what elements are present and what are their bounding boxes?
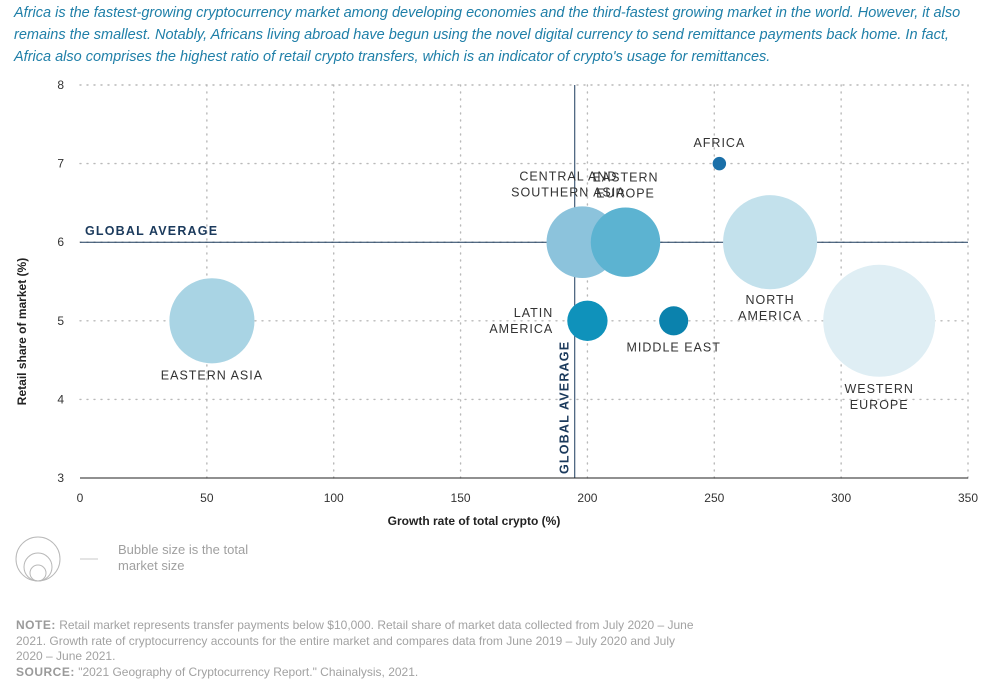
y-tick-label: 5 <box>57 314 64 328</box>
bubble-label: CENTRAL AND SOUTHERN ASIA <box>511 169 625 199</box>
y-tick-label: 7 <box>57 157 64 171</box>
bubble-size-legend-icon <box>15 536 98 582</box>
x-tick-label: 350 <box>958 491 978 505</box>
y-tick-label: 4 <box>57 392 64 406</box>
bubble-label-line: MIDDLE EAST <box>627 340 721 354</box>
bubble-label-line: EASTERN <box>592 170 658 184</box>
bubble-label: LATIN AMERICA <box>489 306 553 336</box>
global-average-vertical-label: GLOBAL AVERAGE <box>558 341 572 474</box>
bubble-chart: GLOBAL AVERAGE GLOBAL AVERAGE EASTERN ASI… <box>15 78 978 528</box>
x-tick-label: 250 <box>704 491 724 505</box>
bubble-label: NORTH AMERICA <box>738 293 802 323</box>
y-tick-label: 6 <box>57 235 64 249</box>
bubble-label-line: AFRICA <box>693 136 745 150</box>
bubble <box>712 156 727 171</box>
bubble <box>590 207 661 277</box>
y-tick-label: 8 <box>57 78 64 92</box>
bubble-label-line: EUROPE <box>850 398 909 412</box>
bubble-label-line: EUROPE <box>596 186 655 200</box>
y-axis-title: Retail share of market (%) <box>15 258 29 405</box>
x-tick-label: 0 <box>77 491 84 505</box>
bubble-label-line: EASTERN ASIA <box>161 368 263 382</box>
bubble-label-line: AMERICA <box>738 309 802 323</box>
bubble-label-line: AMERICA <box>489 322 553 336</box>
bubble <box>823 264 936 377</box>
bubble <box>723 195 818 290</box>
source-text: "2021 Geography of Cryptocurrency Report… <box>78 664 419 679</box>
bubble-label-line: WESTERN <box>844 382 914 396</box>
bubble <box>567 300 608 341</box>
note-block: NOTE: Retail market represents transfer … <box>16 618 696 680</box>
x-tick-label: 200 <box>577 491 597 505</box>
bubble-label-line: SOUTHERN ASIA <box>511 185 625 199</box>
bubble-series <box>169 156 936 377</box>
bubble-label-line: LATIN <box>514 306 554 320</box>
bubble-label: MIDDLE EAST <box>627 340 721 354</box>
source-label: SOURCE: <box>16 664 75 679</box>
bubble <box>659 306 689 336</box>
bubble-label-line: NORTH <box>745 293 794 307</box>
bubble-size-legend-text: Bubble size is the total market size <box>118 542 249 573</box>
bubble-label: EASTERN EUROPE <box>592 170 658 200</box>
reference-lines: GLOBAL AVERAGE GLOBAL AVERAGE <box>80 85 968 478</box>
chart-axes: 0 50 100 150 200 250 300 350 3 4 5 6 7 8 Growth rate o… <box>15 78 978 528</box>
bubble-label-line: CENTRAL AND <box>519 169 617 183</box>
bubble-label: AFRICA <box>693 136 745 150</box>
bubble <box>169 278 255 364</box>
bubble-label: EASTERN ASIA <box>161 368 263 382</box>
intro-paragraph: Africa is the fastest-growing cryptocurr… <box>14 5 961 65</box>
bubble-labels: EASTERN ASIA CENTRAL AND SOUTHERN ASIAEAST… <box>161 136 914 412</box>
note-label: NOTE: <box>16 618 56 632</box>
x-tick-label: 300 <box>831 491 851 505</box>
note-text: Retail market represents transfer paymen… <box>16 618 694 663</box>
x-tick-label: 100 <box>324 491 344 505</box>
global-average-horizontal-label: GLOBAL AVERAGE <box>85 224 218 238</box>
x-axis-title: Growth rate of total crypto (%) <box>388 514 561 528</box>
x-tick-label: 150 <box>451 491 471 505</box>
x-tick-label: 50 <box>200 491 214 505</box>
y-tick-label: 3 <box>57 471 64 485</box>
bubble-label: WESTERN EUROPE <box>844 382 914 412</box>
